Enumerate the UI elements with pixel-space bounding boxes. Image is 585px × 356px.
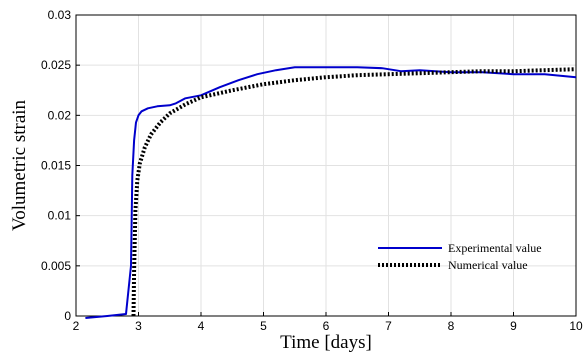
y-tick-label: 0.01 xyxy=(48,209,72,223)
x-tick-label: 2 xyxy=(73,319,80,333)
y-tick-label: 0.02 xyxy=(48,108,72,122)
x-tick-label: 4 xyxy=(198,319,205,333)
x-tick-label: 5 xyxy=(260,319,267,333)
y-tick-label: 0 xyxy=(64,309,71,323)
x-tick-label: 6 xyxy=(323,319,330,333)
x-tick-label: 9 xyxy=(510,319,517,333)
x-axis-title: Time [days] xyxy=(280,332,372,353)
y-tick-label: 0.03 xyxy=(48,8,72,22)
x-tick-label: 10 xyxy=(569,319,583,333)
x-tick-label: 8 xyxy=(448,319,455,333)
numerical-series-line xyxy=(131,67,577,317)
experimental-series-line xyxy=(85,66,577,319)
y-tick-label: 0.015 xyxy=(41,159,71,173)
y-tick-label: 0.025 xyxy=(41,58,71,72)
series-layer xyxy=(85,66,577,319)
y-axis-title: Volumetric strain xyxy=(9,99,30,231)
y-tick-label: 0.005 xyxy=(41,259,71,273)
tick-layer: 2 3 4 5 6 7 8 9 10 0 0.005 0.01 0.015 0.02 0.025 0.03 xyxy=(41,8,583,333)
x-tick-label: 7 xyxy=(385,319,392,333)
x-tick-label: 3 xyxy=(135,319,142,333)
legend-label-numerical: Numerical value xyxy=(448,258,528,272)
legend: Experimental value Numerical value xyxy=(378,241,542,272)
legend-label-experimental: Experimental value xyxy=(448,241,542,255)
grid-layer xyxy=(76,15,576,316)
